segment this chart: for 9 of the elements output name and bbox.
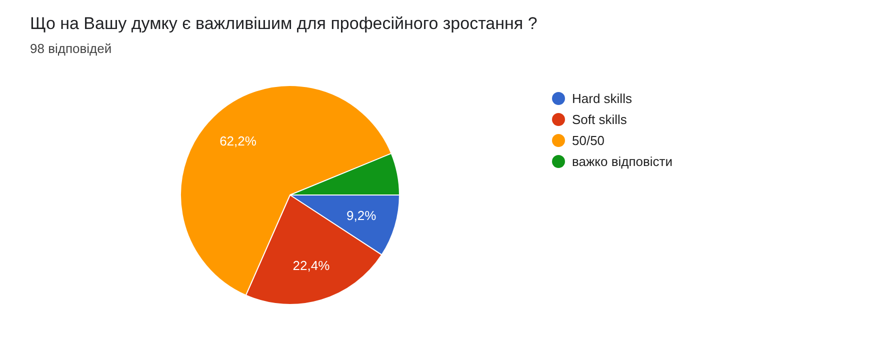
legend-label: Hard skills bbox=[572, 91, 632, 106]
data-label: 9,2% bbox=[346, 208, 377, 223]
data-label: 22,4% bbox=[292, 258, 330, 273]
chart-title: Що на Вашу думку є важливішим для професійного зростання ? bbox=[30, 14, 538, 34]
legend-label: 50/50 bbox=[572, 133, 605, 148]
legend-label: важко відповісти bbox=[572, 154, 673, 169]
legend-label: Soft skills bbox=[572, 112, 627, 127]
text: 98 відповідей bbox=[30, 41, 112, 56]
data-label: 62,2% bbox=[220, 133, 257, 148]
